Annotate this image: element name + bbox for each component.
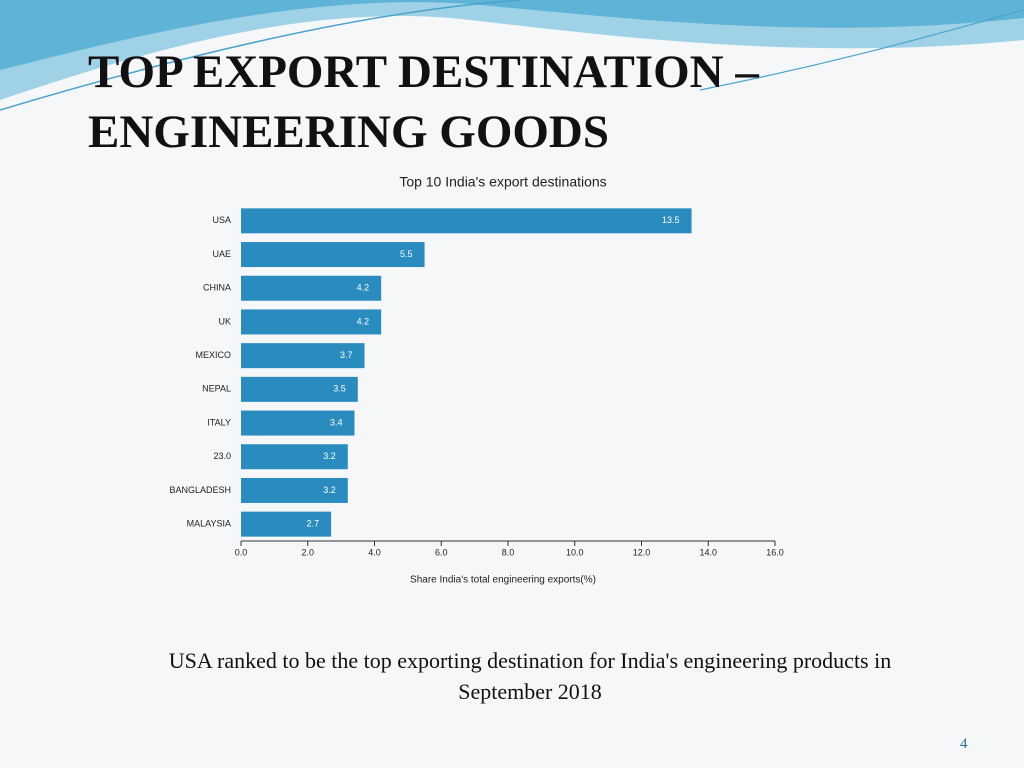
caption: USA ranked to be the top exporting desti…: [168, 648, 892, 704]
y-tick-label: BANGLADESH: [169, 485, 231, 495]
x-tick-label: 12.0: [633, 547, 651, 557]
decor-line: [699, 9, 1024, 91]
value-label: 5.5: [400, 249, 413, 259]
bar: [241, 343, 365, 369]
y-tick-label: UK: [218, 316, 231, 326]
y-tick-label: UAE: [212, 249, 231, 259]
bar: [241, 275, 382, 301]
decor-line: [0, 0, 521, 111]
value-label: 2.7: [307, 519, 320, 529]
x-tick-label: 8.0: [502, 547, 515, 557]
chart-title: Top 10 India's export destinations: [399, 174, 606, 190]
value-label: 3.4: [330, 417, 343, 427]
value-label: 3.5: [333, 384, 346, 394]
y-tick-label: MEXICO: [195, 350, 231, 360]
value-label: 4.2: [357, 316, 370, 326]
bar: [241, 444, 348, 470]
bar: [241, 410, 355, 436]
page-number: 4: [960, 736, 968, 752]
decor-swoosh: [0, 0, 1024, 70]
y-tick-label: 23.0: [213, 451, 231, 461]
y-tick-label: ITALY: [207, 417, 231, 427]
y-tick-label: USA: [212, 215, 231, 225]
bar: [241, 477, 348, 503]
x-tick-label: 2.0: [301, 547, 314, 557]
value-label: 3.7: [340, 350, 353, 360]
value-label: 3.2: [323, 451, 336, 461]
x-tick-label: 14.0: [699, 547, 717, 557]
x-tick-label: 6.0: [435, 547, 448, 557]
y-tick-label: NEPAL: [202, 384, 231, 394]
x-tick-label: 10.0: [566, 547, 584, 557]
value-label: 13.5: [662, 215, 680, 225]
value-label: 3.2: [323, 485, 336, 495]
y-tick-label: CHINA: [203, 283, 231, 293]
x-tick-label: 0.0: [235, 547, 248, 557]
bar: [241, 242, 425, 268]
x-axis-label: Share India's total engineering exports(…: [410, 575, 596, 586]
y-tick-label: MALAYSIA: [187, 519, 231, 529]
slide-title: TOP EXPORT DESTINATION – ENGINEERING GOO…: [88, 46, 759, 158]
x-tick-label: 16.0: [766, 547, 784, 557]
value-label: 4.2: [357, 283, 370, 293]
bar: [241, 208, 692, 234]
bar: [241, 511, 332, 537]
bar: [241, 309, 382, 335]
bar: [241, 376, 358, 402]
x-tick-label: 4.0: [368, 547, 381, 557]
